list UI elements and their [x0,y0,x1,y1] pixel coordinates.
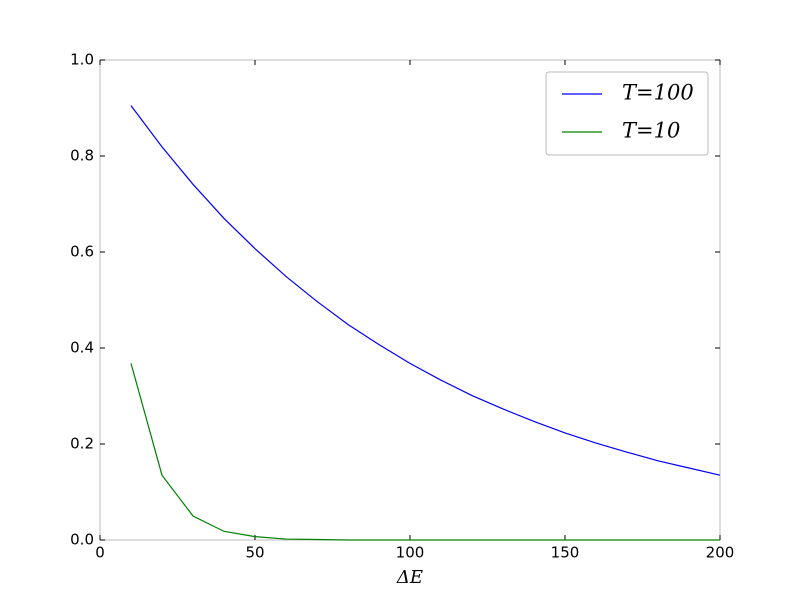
x-tick-label: 0 [95,544,105,562]
series-line [130,363,720,541]
legend-box [545,71,709,156]
legend-label: T=100 [622,81,694,105]
x-tick-label: 100 [396,544,425,562]
y-tick-label: 0.4 [70,339,94,357]
y-tick-label: 0.0 [70,531,94,549]
x-tick-label: 150 [551,544,580,562]
x-tick-label: 50 [245,544,264,562]
y-tick-label: 1.0 [70,51,94,69]
legend-label: T=10 [622,119,680,143]
y-tick-label: 0.6 [70,243,94,261]
x-axis-label: ΔE [396,567,423,588]
y-tick-label: 0.2 [70,435,94,453]
y-tick-label: 0.8 [70,147,94,165]
series-line [130,105,721,476]
x-tick-label: 200 [706,544,735,562]
